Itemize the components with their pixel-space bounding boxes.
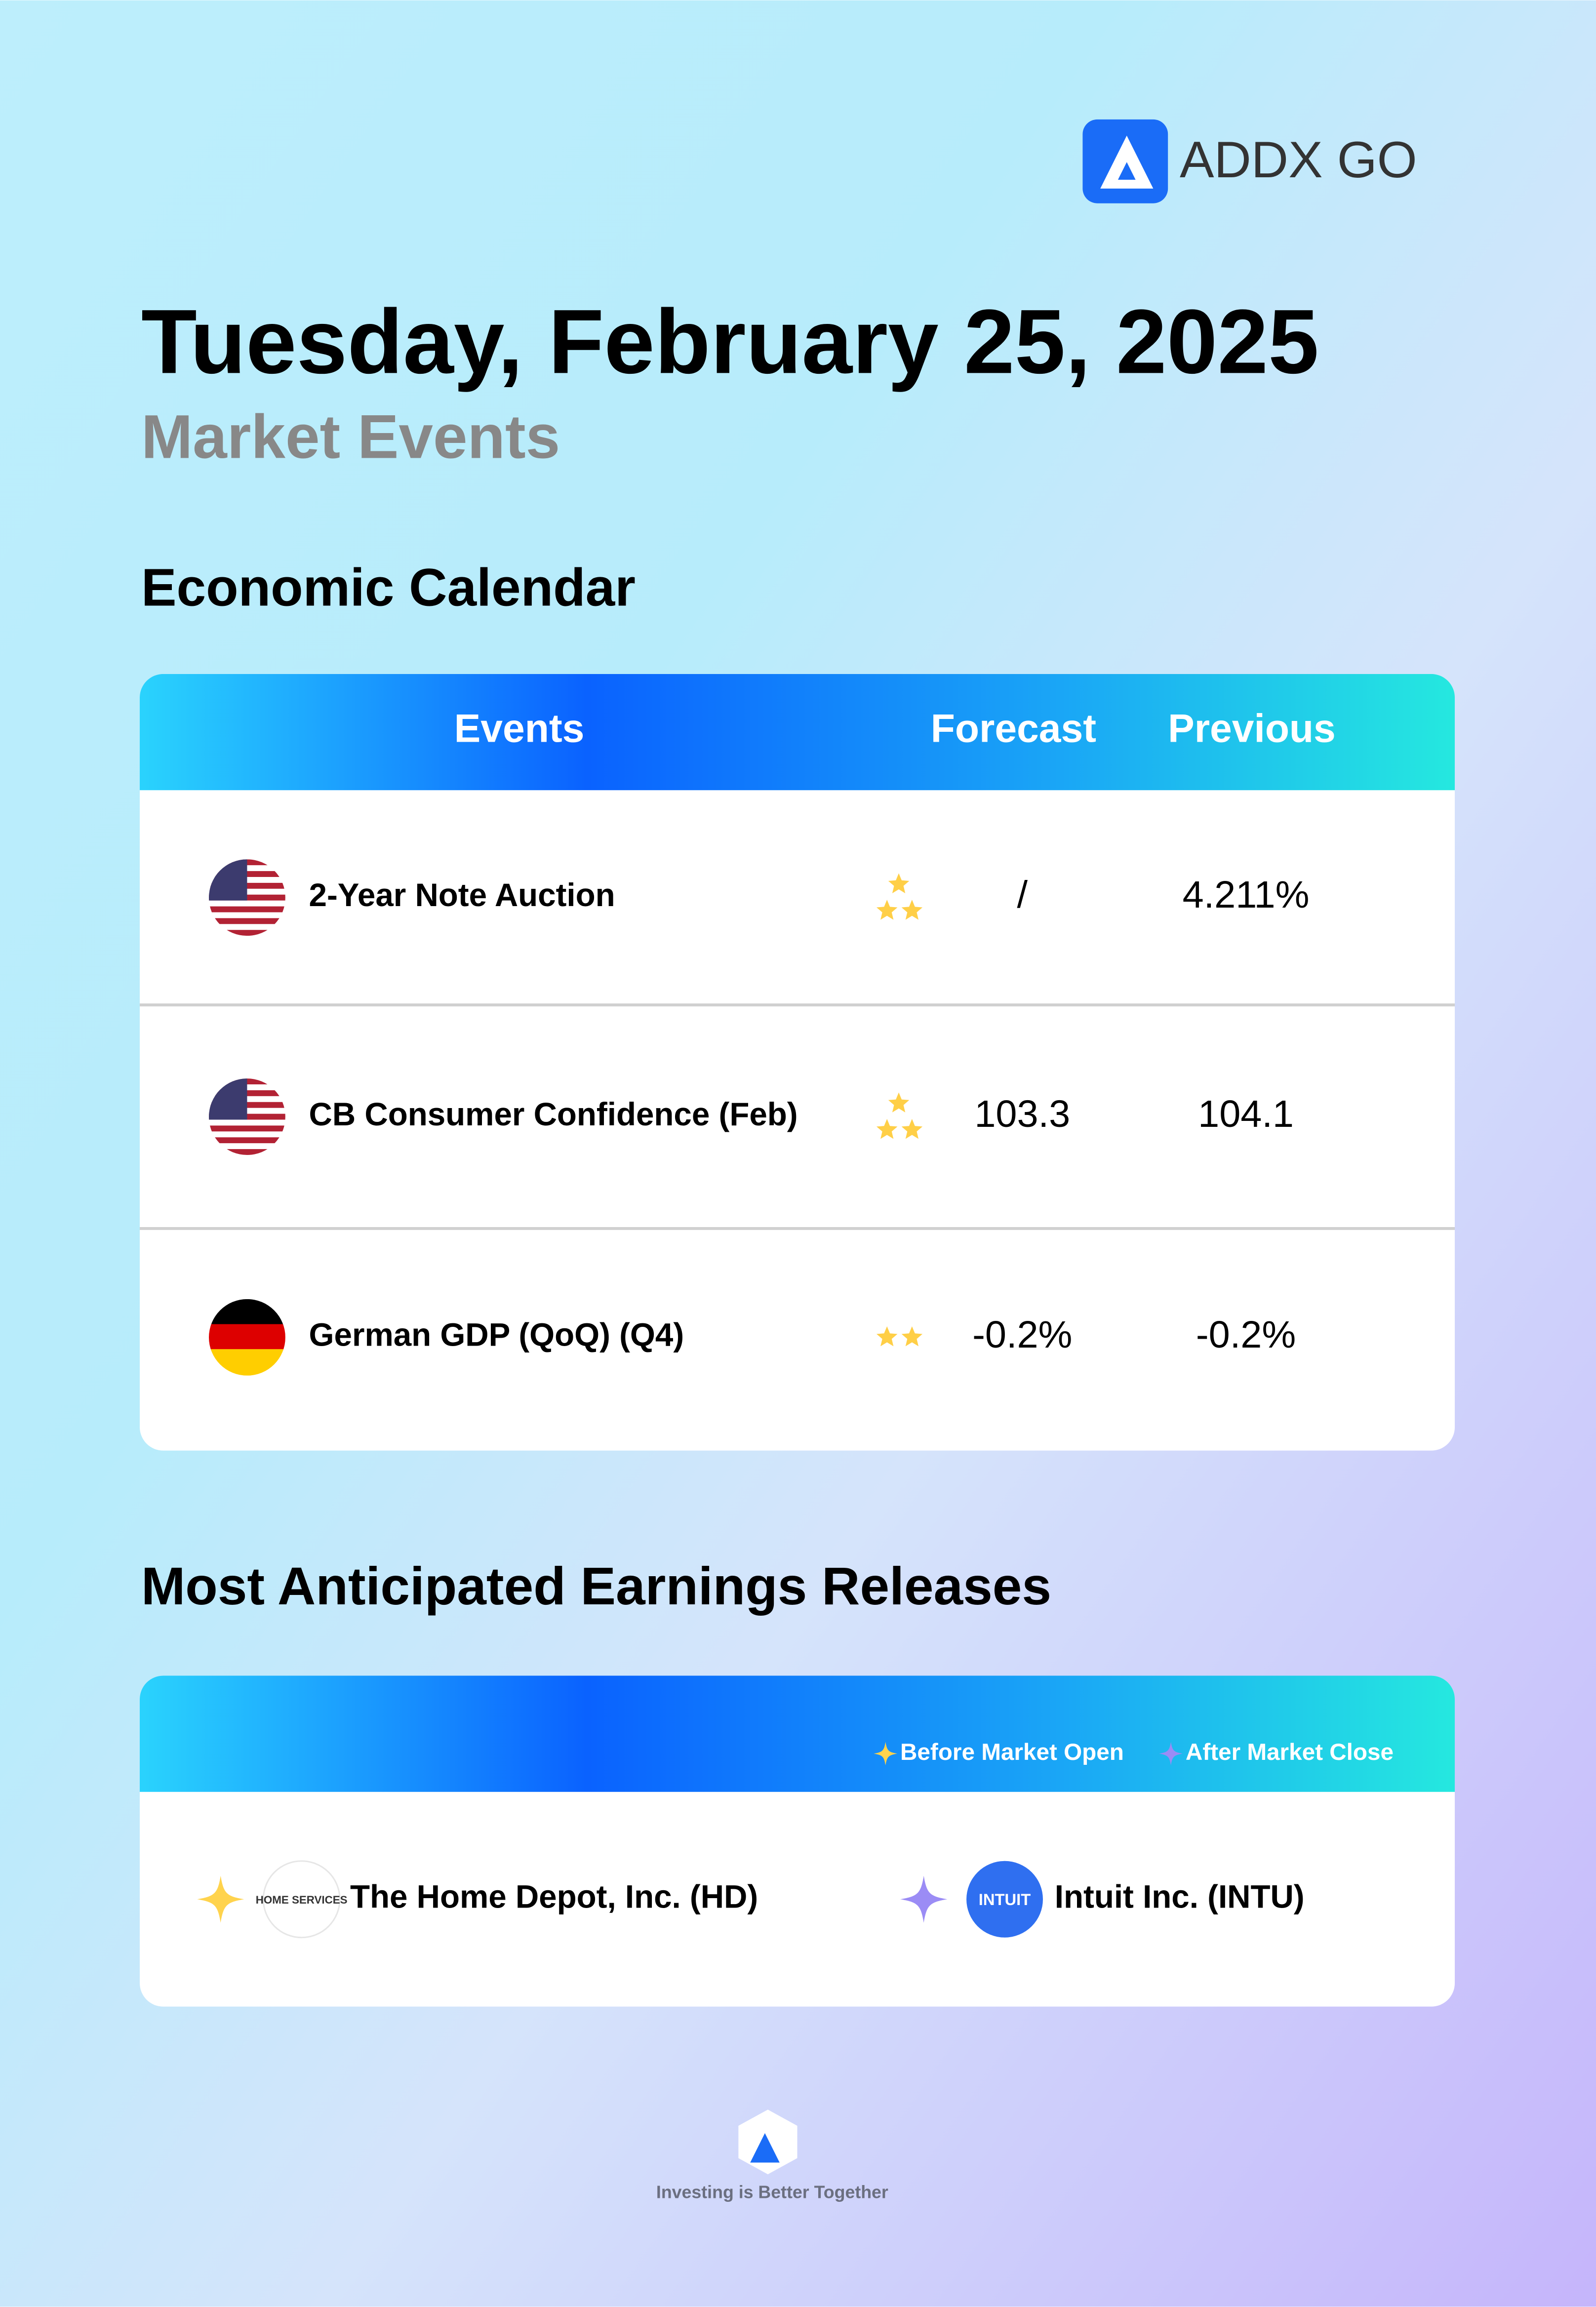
footer-logo-mark bbox=[750, 2133, 780, 2163]
footer-tagline: Investing is Better Together bbox=[656, 2182, 888, 2202]
column-header: Previous bbox=[1168, 706, 1336, 751]
previous: -0.2% bbox=[1196, 1313, 1296, 1356]
forecast: -0.2% bbox=[972, 1313, 1072, 1356]
company-name: Intuit Inc. (INTU) bbox=[1055, 1879, 1305, 1915]
table-header bbox=[139, 674, 1455, 791]
event-name: German GDP (QoQ) (Q4) bbox=[309, 1317, 684, 1353]
page-subtitle: Market Events bbox=[141, 402, 560, 471]
column-header: Forecast bbox=[931, 706, 1096, 751]
flag bbox=[209, 1299, 285, 1376]
importance-star bbox=[901, 900, 923, 920]
flag bbox=[209, 859, 285, 936]
card-bg bbox=[139, 674, 1455, 1451]
table-header bbox=[139, 1675, 1455, 1792]
company-logo bbox=[966, 1861, 1043, 1938]
importance-star bbox=[876, 1326, 898, 1347]
legend-label: Before Market Open bbox=[900, 1739, 1124, 1765]
event-name: CB Consumer Confidence (Feb) bbox=[309, 1096, 798, 1132]
importance-star bbox=[888, 873, 910, 893]
page-title: Tuesday, February 25, 2025 bbox=[141, 291, 1319, 393]
previous: 104.1 bbox=[1198, 1093, 1294, 1135]
importance-star bbox=[888, 1092, 910, 1113]
calendar-card bbox=[139, 674, 1455, 1451]
importance-star bbox=[901, 1118, 923, 1139]
section-title: Most Anticipated Earnings Releases bbox=[141, 1556, 1051, 1616]
brand-name: ADDX GO bbox=[1180, 131, 1417, 189]
earnings-card bbox=[139, 1675, 1455, 2007]
flag bbox=[209, 1078, 285, 1155]
importance-star bbox=[901, 1326, 923, 1347]
event-name: 2-Year Note Auction bbox=[309, 877, 615, 913]
column-header: Events bbox=[454, 706, 585, 751]
company-logo bbox=[262, 1860, 341, 1939]
brand-logo-mark bbox=[1100, 135, 1154, 189]
importance-star bbox=[876, 900, 898, 920]
logo-text: HOME SERVICES bbox=[256, 1894, 348, 1906]
forecast: 103.3 bbox=[974, 1093, 1070, 1135]
company-name: The Home Depot, Inc. (HD) bbox=[350, 1879, 758, 1915]
forecast: / bbox=[1017, 874, 1028, 916]
legend-label: After Market Close bbox=[1186, 1739, 1394, 1765]
previous: 4.211% bbox=[1183, 874, 1310, 916]
logo-text: INTUIT bbox=[979, 1890, 1031, 1909]
section-title: Economic Calendar bbox=[141, 557, 636, 617]
importance-star bbox=[876, 1118, 898, 1139]
